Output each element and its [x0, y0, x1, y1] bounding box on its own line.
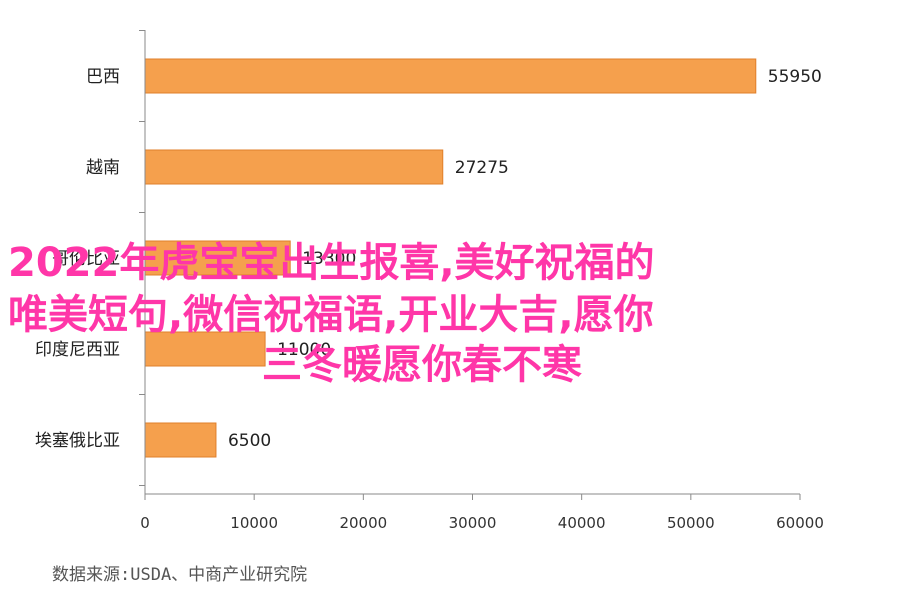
category-label-3: 印度尼西亚 — [35, 340, 120, 360]
bar-4 — [144, 422, 217, 458]
data-source-note: 数据来源:USDA、中商产业研究院 — [52, 565, 308, 585]
x-tick-label-4: 40000 — [558, 514, 606, 532]
bar-2 — [144, 240, 291, 276]
bars-layer — [144, 58, 757, 458]
category-label-0: 巴西 — [86, 67, 120, 87]
x-tick-label-6: 60000 — [776, 514, 824, 532]
data-label-0: 55950 — [768, 67, 822, 87]
bar-1 — [144, 149, 444, 185]
x-tick-label-0: 0 — [140, 514, 150, 532]
bar-0 — [144, 58, 757, 94]
data-label-1: 27275 — [455, 158, 509, 178]
x-tick-label-1: 10000 — [230, 514, 278, 532]
x-tick-label-3: 30000 — [449, 514, 497, 532]
axis-layer: 0 10000 20000 30000 40000 50000 60000 — [139, 30, 824, 532]
data-label-3: 11000 — [277, 340, 331, 360]
data-label-4: 6500 — [228, 431, 271, 451]
overlay-headline-line2: 唯美短句,微信祝福语,开业大吉,愿你 — [8, 292, 654, 338]
category-label-1: 越南 — [86, 158, 120, 178]
overlay-headline-line1: 2022年虎宝宝出生报喜,美好祝福的 — [8, 240, 655, 286]
bar-3 — [144, 331, 266, 367]
overlay-headline-line3: 三冬暖愿你春不寒 — [262, 342, 582, 388]
category-label-2: 哥伦比亚 — [52, 249, 120, 269]
category-label-4: 埃塞俄比亚 — [35, 431, 120, 451]
labels-layer: 巴西 55950 越南 27275 哥伦比亚 13300 印度尼西亚 11000 埃塞俄比亚 65… — [35, 67, 822, 451]
x-tick-label-5: 50000 — [667, 514, 715, 532]
x-tick-label-2: 20000 — [339, 514, 387, 532]
data-label-2: 13300 — [302, 249, 356, 269]
